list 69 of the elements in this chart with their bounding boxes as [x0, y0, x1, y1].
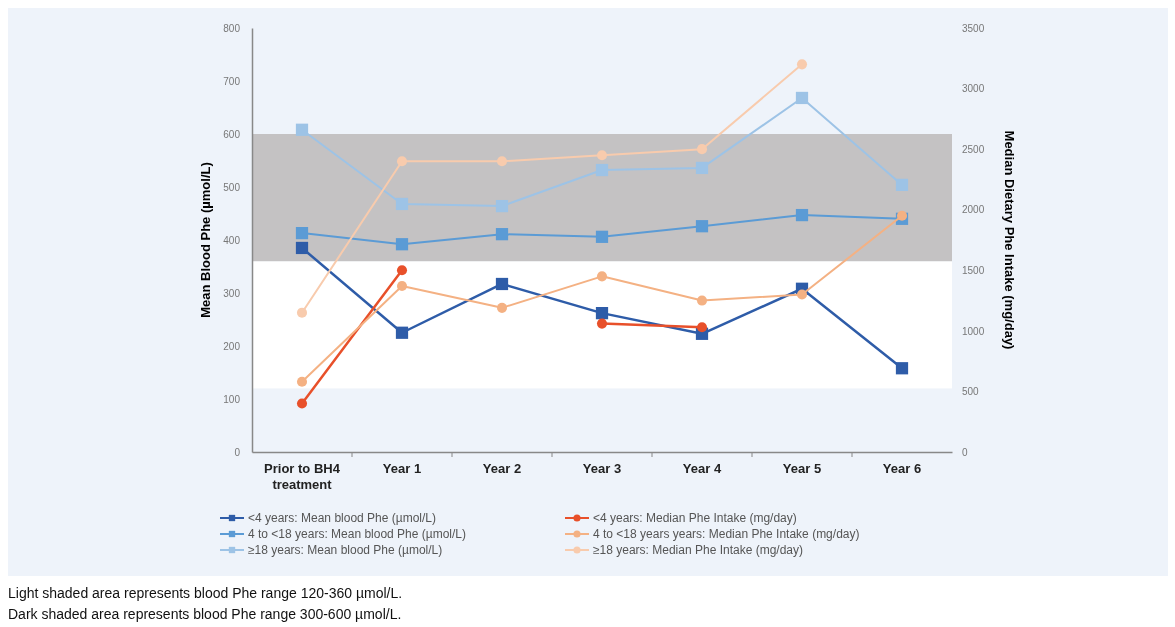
- point: [295, 241, 309, 255]
- point: [696, 144, 708, 155]
- point: [695, 161, 709, 175]
- point: [296, 398, 308, 409]
- y-tick-label: 400: [223, 234, 241, 246]
- point: [896, 210, 908, 221]
- y-tick-label: 300: [223, 287, 241, 299]
- y2-tick-label: 1500: [962, 264, 985, 276]
- point: [395, 326, 409, 339]
- x-tick-label: Year 5: [782, 461, 822, 477]
- point: [696, 295, 708, 306]
- legend-label: <4 years: Median Phe Intake (mg/day): [593, 511, 797, 525]
- y2-tick-label: 3000: [962, 83, 985, 95]
- point: [496, 302, 508, 313]
- point: [595, 230, 609, 243]
- x-tick-label: Prior to BH4 treatment: [264, 461, 341, 492]
- text: Dark shaded area represents blood Phe range 300-600 µmol/L.: [8, 606, 402, 622]
- y2-tick-label: 2000: [962, 204, 985, 216]
- legend-label: ≥18 years: Median Phe Intake (mg/day): [593, 543, 804, 557]
- x-tick-label: Year 1: [382, 461, 422, 477]
- y-tick-label: 100: [223, 393, 241, 405]
- point: [596, 318, 608, 329]
- point: [895, 178, 909, 191]
- point: [696, 322, 708, 333]
- point: [695, 220, 709, 233]
- y2-tick-label: 2500: [962, 143, 985, 155]
- y-tick-label: 500: [223, 181, 241, 193]
- point: [396, 281, 408, 292]
- x-tick-label: Year 6: [882, 461, 922, 477]
- legend-label: <4 years: Mean blood Phe (µmol/L): [248, 511, 437, 525]
- y-axis-title: Mean Blood Phe (µmol/L): [198, 162, 213, 318]
- y2-tick-label: 500: [962, 386, 980, 398]
- x-tick-label: Year 3: [582, 461, 622, 477]
- point: [396, 265, 408, 276]
- point: [295, 123, 309, 136]
- legend-label: ≥18 years: Mean blood Phe (µmol/L): [248, 543, 443, 557]
- point: [796, 59, 808, 70]
- point: [495, 199, 509, 213]
- legend-label: 4 to <18 years years: Median Phe Intake (mg/day): [593, 527, 860, 541]
- x-tick-label: Year 2: [482, 461, 522, 477]
- point: [495, 228, 509, 241]
- y2-tick-label: 1000: [962, 325, 985, 337]
- y-tick-label: 0: [234, 446, 241, 458]
- point: [295, 226, 309, 240]
- y2-tick-label: 0: [962, 446, 968, 458]
- point: [595, 307, 609, 320]
- point: [596, 150, 608, 161]
- point: [396, 156, 408, 167]
- point: [595, 163, 609, 177]
- y2-tick-label: 3500: [962, 22, 985, 34]
- point: [395, 238, 409, 251]
- point: [496, 156, 508, 167]
- y-tick-label: 700: [223, 75, 241, 87]
- point: [495, 277, 509, 291]
- point: [795, 208, 809, 222]
- point: [395, 197, 409, 211]
- point: [596, 271, 608, 282]
- text: Light shaded area represents blood Phe range 120-360 µmol/L.: [8, 585, 403, 601]
- legend-label: 4 to <18 years: Mean blood Phe (µmol/L): [248, 527, 467, 541]
- y-tick-label: 200: [223, 340, 241, 352]
- y-tick-label: 800: [223, 22, 241, 34]
- point: [296, 376, 308, 387]
- point: [796, 289, 808, 300]
- point: [895, 362, 909, 375]
- y2-axis-title: Median Dietary Phe Intake (mg/day): [1002, 130, 1017, 350]
- point: [296, 307, 308, 318]
- point: [795, 91, 809, 105]
- y-tick-label: 600: [223, 128, 241, 140]
- x-tick-label: Year 4: [682, 461, 722, 477]
